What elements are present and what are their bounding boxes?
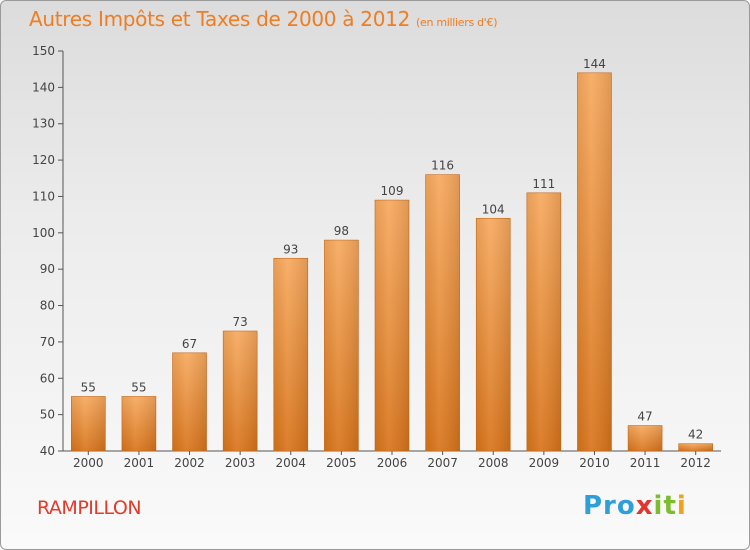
value-label-2011: 47 xyxy=(637,410,652,424)
logo-part-3: it xyxy=(653,491,677,521)
value-label-2010: 144 xyxy=(583,57,606,71)
value-label-2007: 116 xyxy=(431,159,454,173)
value-label-2008: 104 xyxy=(482,202,505,216)
logo-part-1: Pro xyxy=(583,491,636,521)
value-label-2000: 55 xyxy=(81,380,96,394)
y-tick-label: 100 xyxy=(32,226,55,240)
y-tick-label: 80 xyxy=(40,299,55,313)
y-tick-label: 70 xyxy=(40,335,55,349)
logo-part-2: x xyxy=(635,491,654,521)
x-tick-label-2005: 2005 xyxy=(326,456,357,470)
x-tick-label-2002: 2002 xyxy=(174,456,205,470)
y-tick-label: 50 xyxy=(40,408,55,422)
value-label-2001: 55 xyxy=(131,380,146,394)
chart-title: Autres Impôts et Taxes de 2000 à 2012 (en… xyxy=(29,7,497,31)
x-tick-label-2004: 2004 xyxy=(275,456,306,470)
bar-shade-2009 xyxy=(526,192,561,451)
bar-shade-2003 xyxy=(223,331,258,451)
value-label-2009: 111 xyxy=(532,177,555,191)
bar-shade-2011 xyxy=(628,425,663,451)
value-label-2002: 67 xyxy=(182,337,197,351)
chart-labels: 55 2000 55 2001 67 2002 73 2003 93 2004 98 2005 109 2… xyxy=(73,57,711,470)
chart-axes: 40 50 60 70 80 90 100 110 120 130 140 150 xyxy=(32,44,721,458)
chart-bars xyxy=(71,72,713,452)
bar-shade-2002 xyxy=(172,352,207,451)
y-tick-label: 60 xyxy=(40,371,55,385)
y-tick-label: 120 xyxy=(32,153,55,167)
bar-shade-2012 xyxy=(678,443,713,451)
bar-shade-2001 xyxy=(121,396,156,451)
x-tick-label-2006: 2006 xyxy=(377,456,408,470)
logo-part-4: i xyxy=(676,491,687,521)
bar-shade-2000 xyxy=(71,396,106,451)
y-tick-label: 130 xyxy=(32,117,55,131)
y-tick-label: 40 xyxy=(40,444,55,458)
y-tick-label: 110 xyxy=(32,189,55,203)
y-tick-label: 140 xyxy=(32,80,55,94)
value-label-2012: 42 xyxy=(688,428,703,442)
x-tick-label-2001: 2001 xyxy=(124,456,155,470)
x-tick-label-2011: 2011 xyxy=(630,456,661,470)
x-tick-label-2012: 2012 xyxy=(680,456,711,470)
x-tick-label-2008: 2008 xyxy=(478,456,509,470)
value-label-2003: 73 xyxy=(233,315,248,329)
bar-shade-2006 xyxy=(375,200,409,451)
bar-shade-2004 xyxy=(273,258,308,451)
y-tick-label: 150 xyxy=(32,44,55,58)
chart-subtitle: (en milliers d'€) xyxy=(416,16,498,29)
bar-shade-2005 xyxy=(324,240,359,451)
value-label-2005: 98 xyxy=(334,224,349,238)
bar-shade-2010 xyxy=(577,72,612,452)
x-tick-label-2003: 2003 xyxy=(225,456,256,470)
commune-name: RAMPILLON xyxy=(37,497,142,519)
bar-shade-2008 xyxy=(476,218,511,451)
proxiti-logo: Proxiti xyxy=(583,491,687,521)
x-tick-label-2000: 2000 xyxy=(73,456,104,470)
x-tick-label-2009: 2009 xyxy=(529,456,560,470)
y-tick-label: 90 xyxy=(40,262,55,276)
chart-title-text: Autres Impôts et Taxes de 2000 à 2012 xyxy=(29,7,410,31)
x-tick-label-2007: 2007 xyxy=(427,456,458,470)
x-tick-label-2010: 2010 xyxy=(579,456,610,470)
value-label-2004: 93 xyxy=(283,242,298,256)
bar-shade-2007 xyxy=(425,174,460,452)
value-label-2006: 109 xyxy=(381,184,404,198)
